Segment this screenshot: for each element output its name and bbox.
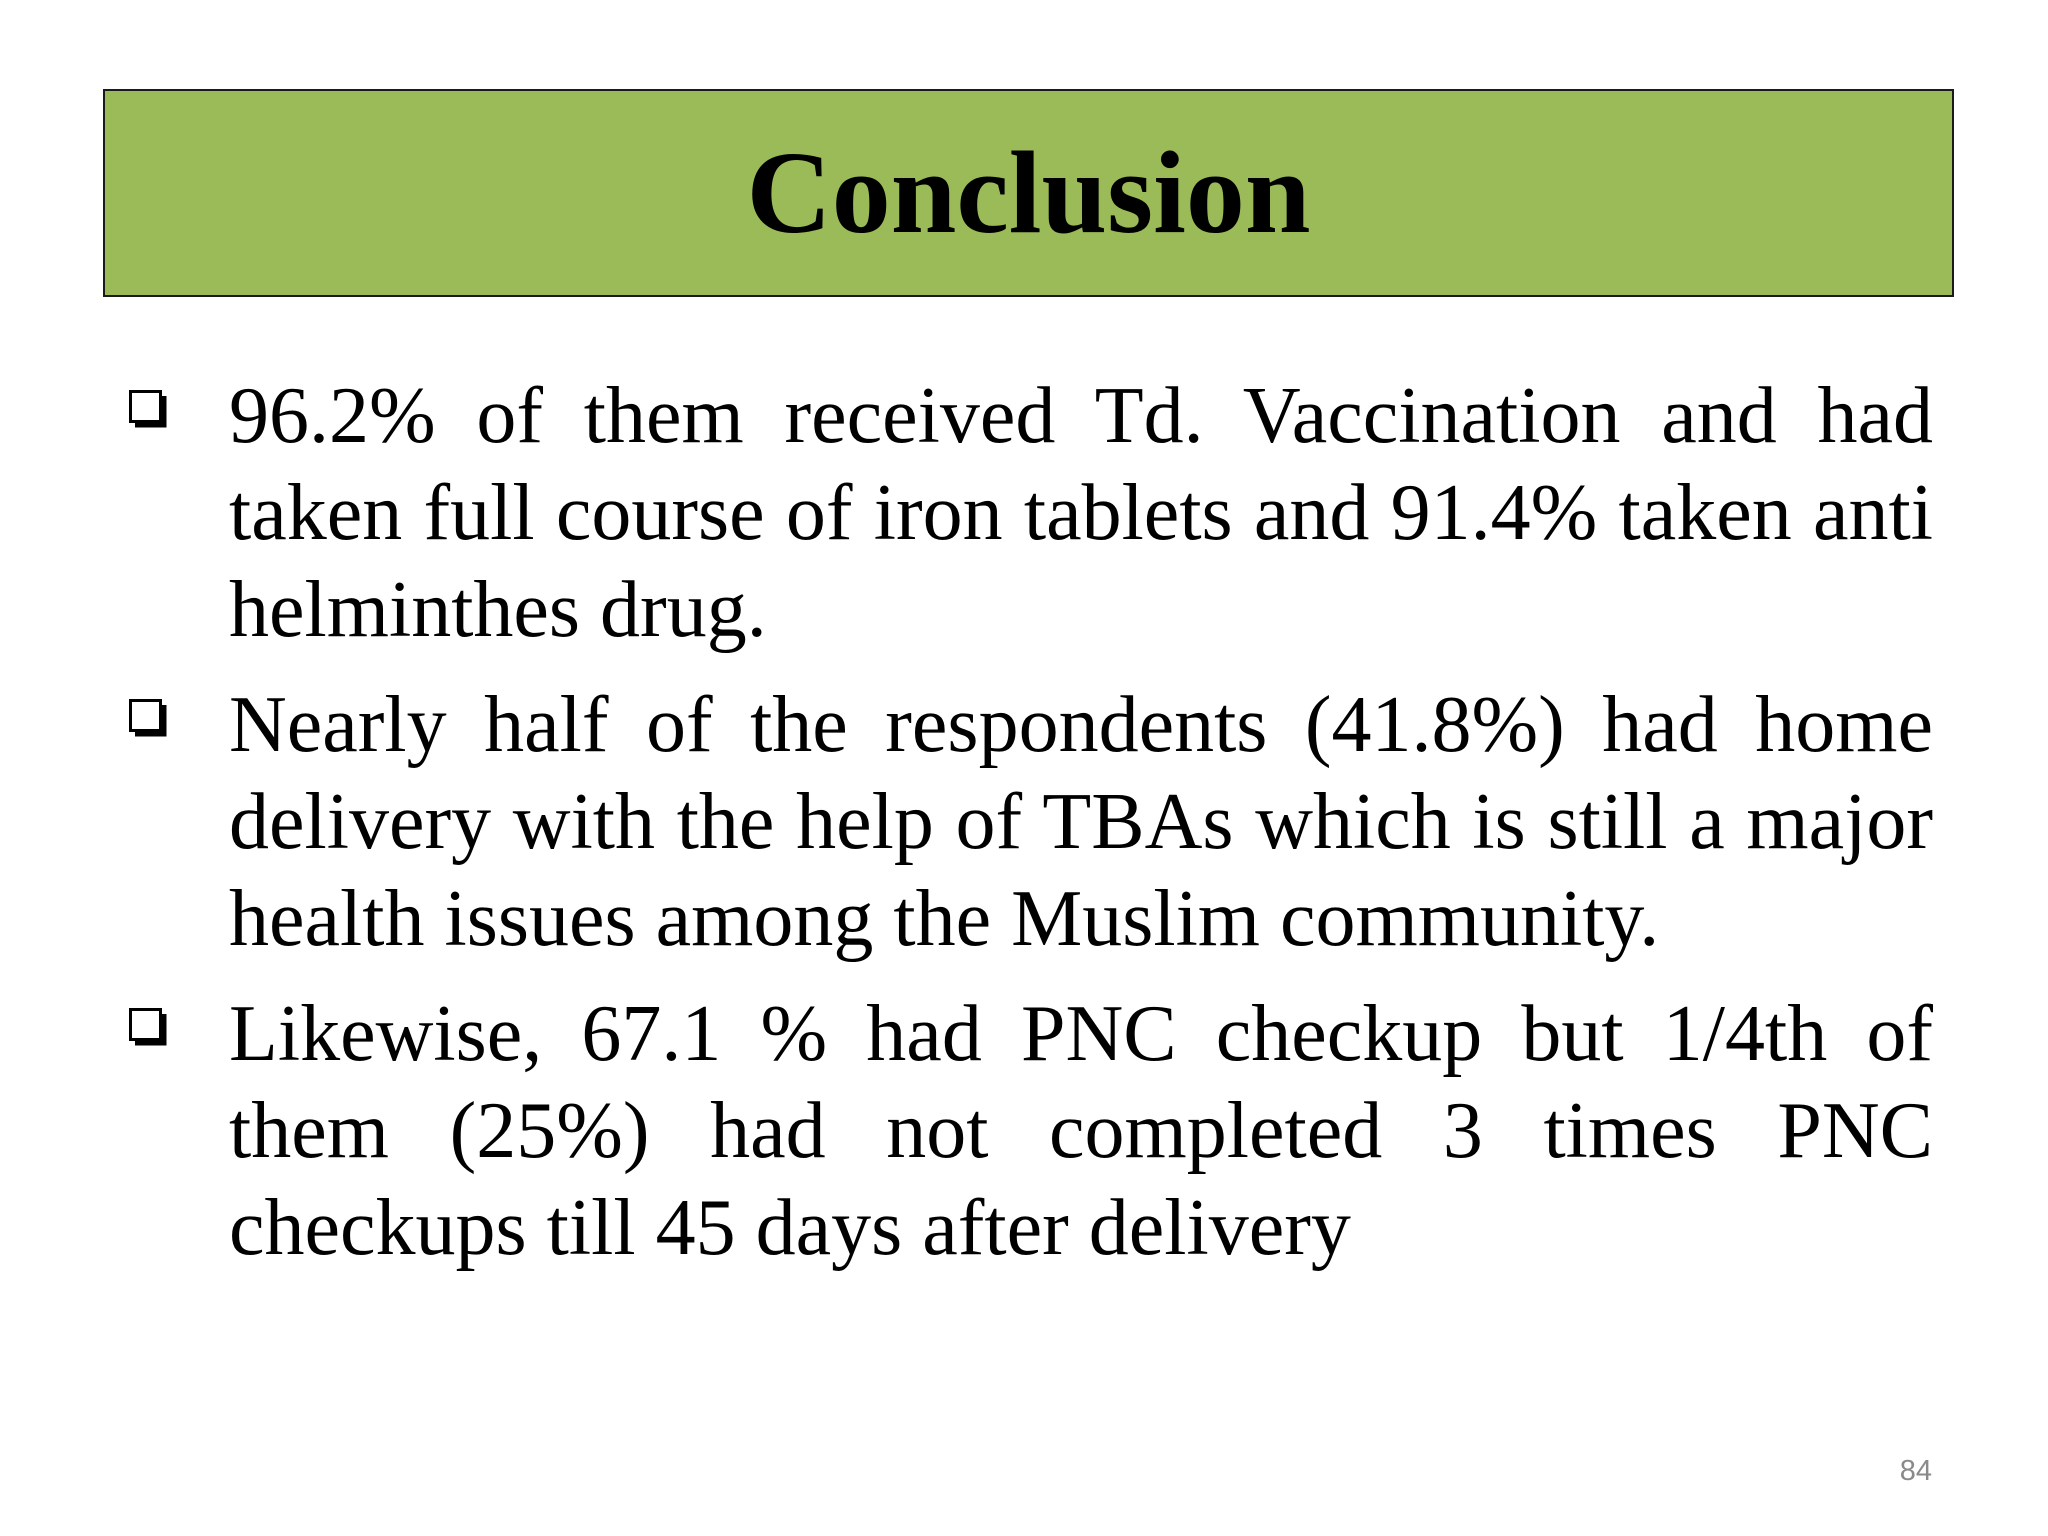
- list-item: 96.2% of them received Td. Vaccination a…: [125, 368, 1933, 659]
- page-number: 84: [1899, 1455, 1932, 1487]
- bullet-text: 96.2% of them received Td. Vaccination a…: [229, 372, 1933, 654]
- list-item: Likewise, 67.1 % had PNC checkup but 1/4…: [125, 986, 1933, 1277]
- bullet-list: 96.2% of them received Td. Vaccination a…: [125, 368, 1933, 1295]
- title-banner: Conclusion: [103, 89, 1954, 297]
- bullet-text: Likewise, 67.1 % had PNC checkup but 1/4…: [229, 990, 1933, 1272]
- bullet-text: Nearly half of the respondents (41.8%) h…: [229, 681, 1933, 963]
- slide-title: Conclusion: [746, 127, 1311, 258]
- checkbox-square-icon: [129, 1008, 167, 1046]
- checkbox-square-icon: [129, 390, 167, 428]
- checkbox-square-icon: [129, 699, 167, 737]
- list-item: Nearly half of the respondents (41.8%) h…: [125, 677, 1933, 968]
